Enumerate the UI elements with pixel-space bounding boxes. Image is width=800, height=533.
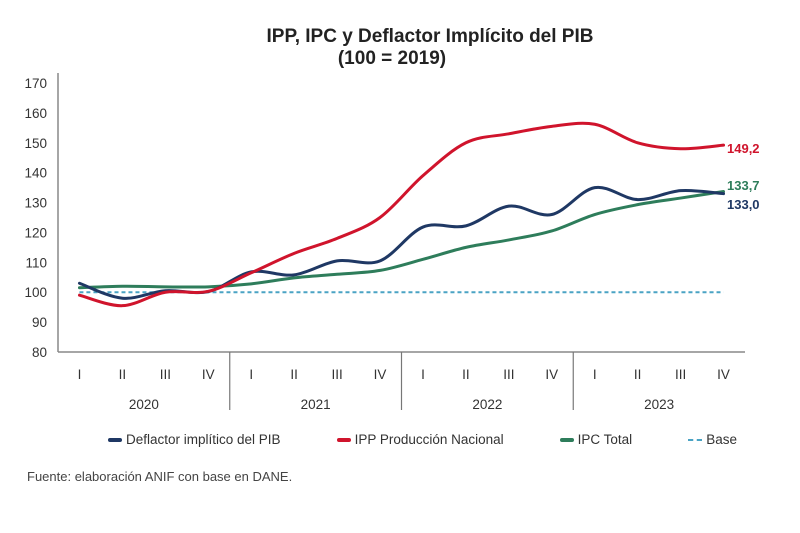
x-tick-label: I: [593, 367, 597, 382]
legend-item-base: Base: [688, 432, 737, 447]
chart-title: IPP, IPC y Deflactor Implícito del PIB: [267, 26, 594, 47]
legend-label-base: Base: [706, 432, 737, 447]
chart-subtitle: (100 = 2019): [338, 48, 446, 69]
y-tick-label: 140: [24, 166, 47, 181]
legend-item-ipc: IPC Total: [559, 432, 633, 447]
end-labels: 149,2 133,7 133,0: [727, 141, 760, 212]
x-tick-label: III: [503, 367, 514, 382]
y-axis: 80 90 100 110 120 130 140 150 160 170: [24, 73, 59, 360]
x-tick-label: I: [421, 367, 425, 382]
legend: Deflactor implítico del PIB IPP Producci…: [108, 432, 737, 447]
x-tick-label: II: [290, 367, 298, 382]
x-tick-label: III: [675, 367, 686, 382]
series-line-ipp-producci-n-nacional: [77, 121, 726, 308]
x-tick-label: III: [331, 367, 342, 382]
series-group: [77, 121, 726, 308]
series-line-deflactor-impl-tico-del-pib: [77, 185, 726, 300]
legend-swatch-deflactor: [108, 437, 122, 442]
y-tick-label: 150: [24, 136, 47, 151]
legend-label-deflactor: Deflactor implítico del PIB: [126, 432, 281, 447]
x-tick-label: II: [634, 367, 642, 382]
y-tick-label: 160: [24, 106, 47, 121]
end-value-label: 149,2: [727, 141, 760, 156]
end-value-label: 133,0: [727, 197, 760, 212]
y-tick-label: 90: [32, 315, 47, 330]
x-year-label: 2021: [301, 397, 331, 412]
x-year-label: 2020: [129, 397, 159, 412]
x-year-label: 2022: [472, 397, 502, 412]
y-tick-label: 100: [24, 285, 47, 300]
legend-item-ipp: IPP Producción Nacional: [336, 432, 504, 447]
y-tick-label: 130: [24, 196, 47, 211]
x-tick-label: III: [160, 367, 171, 382]
x-tick-label: II: [119, 367, 127, 382]
y-tick-label: 80: [32, 345, 47, 360]
x-tick-label: IV: [374, 367, 387, 382]
legend-item-deflactor: Deflactor implítico del PIB: [108, 432, 281, 447]
y-tick-label: 120: [24, 225, 47, 240]
x-tick-label: II: [462, 367, 470, 382]
x-tick-label: IV: [717, 367, 730, 382]
x-tick-label: IV: [545, 367, 558, 382]
end-value-label: 133,7: [727, 178, 760, 193]
y-tick-label: 170: [24, 76, 47, 91]
series-line-ipc-total: [77, 189, 726, 290]
x-tick-label: I: [78, 367, 82, 382]
x-tick-label: IV: [202, 367, 215, 382]
legend-label-ipp: IPP Producción Nacional: [354, 432, 504, 447]
source-note: Fuente: elaboración ANIF con base en DAN…: [27, 469, 293, 484]
y-tick-label: 110: [25, 255, 47, 270]
x-year-label: 2023: [644, 397, 674, 412]
legend-label-ipc: IPC Total: [577, 432, 633, 447]
legend-swatch-ipc: [559, 437, 574, 442]
x-tick-label: I: [249, 367, 253, 382]
legend-swatch-base: [688, 438, 703, 441]
legend-swatch-ipp: [336, 437, 351, 442]
